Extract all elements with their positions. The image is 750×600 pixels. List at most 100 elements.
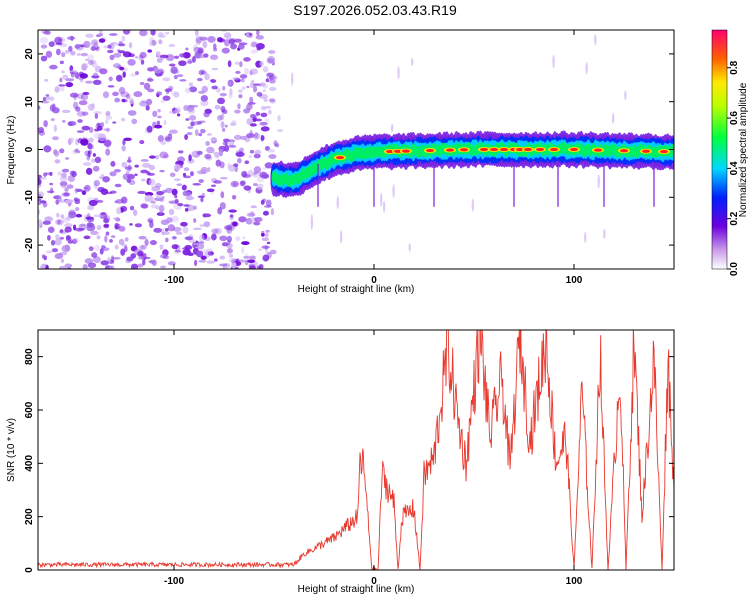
noise-blob — [49, 182, 54, 186]
noise-blob — [57, 171, 63, 176]
noise-blob — [252, 85, 258, 93]
noise-blob — [83, 235, 91, 240]
faint-blob — [380, 192, 383, 207]
noise-blob — [146, 78, 154, 82]
noise-blob — [107, 49, 114, 54]
noise-blob — [119, 205, 128, 212]
noise-blob — [97, 186, 106, 193]
noise-blob — [230, 43, 238, 50]
noise-blob — [219, 263, 228, 267]
noise-blob — [190, 121, 195, 127]
noise-blob — [148, 178, 156, 186]
noise-blob — [193, 218, 197, 223]
noise-blob — [219, 92, 227, 97]
noise-blob — [90, 230, 99, 236]
noise-blob — [93, 256, 101, 263]
noise-blob — [246, 85, 250, 89]
noise-blob — [159, 54, 169, 59]
noise-blob — [265, 229, 270, 233]
noise-blob — [127, 59, 136, 66]
noise-blob — [81, 111, 89, 116]
noise-blob — [108, 76, 113, 82]
noise-blob — [121, 98, 126, 103]
noise-blob — [220, 113, 225, 121]
faint-blob — [471, 198, 475, 212]
noise-blob — [134, 164, 139, 168]
noise-blob — [214, 227, 223, 235]
noise-blob — [50, 240, 56, 246]
noise-blob — [198, 259, 207, 263]
noise-blob — [114, 97, 121, 103]
noise-blob — [141, 203, 149, 209]
faint-blob — [291, 72, 294, 86]
noise-blob — [105, 111, 111, 117]
noise-blob — [94, 156, 102, 164]
noise-blob — [40, 44, 48, 49]
noise-blob — [79, 78, 84, 83]
noise-blob — [164, 135, 173, 143]
noise-blob — [107, 44, 112, 49]
noise-blob — [46, 30, 51, 36]
noise-blob — [198, 234, 205, 242]
noise-blob — [139, 82, 145, 85]
spectrogram-y-tick-label: 10 — [24, 96, 35, 108]
snr-x-tick-label: 0 — [371, 576, 377, 587]
noise-blob — [187, 252, 194, 256]
noise-blob — [125, 94, 131, 100]
noise-blob — [252, 83, 261, 86]
noise-blob — [110, 235, 116, 238]
noise-blob — [46, 190, 55, 194]
noise-blob — [224, 225, 233, 231]
noise-blob — [250, 49, 258, 54]
noise-blob — [115, 74, 123, 82]
noise-blob — [268, 109, 272, 115]
noise-blob — [183, 104, 190, 111]
noise-blob — [261, 237, 269, 242]
noise-blob — [184, 191, 193, 197]
spectrogram-y-axis-label: Frequency (Hz) — [6, 116, 17, 185]
noise-blob — [64, 226, 72, 233]
noise-blob — [58, 265, 67, 269]
noise-blob — [222, 138, 230, 143]
noise-blob — [114, 183, 122, 188]
ridge-core-peak — [642, 149, 650, 153]
noise-blob — [224, 144, 230, 152]
noise-blob — [167, 224, 176, 232]
faint-blob — [603, 228, 606, 239]
noise-blob — [171, 188, 178, 196]
noise-blob — [82, 264, 88, 269]
noise-blob — [76, 53, 82, 56]
noise-blob — [204, 153, 212, 159]
noise-blob — [118, 86, 126, 95]
noise-blob — [224, 32, 232, 39]
noise-blob — [156, 191, 165, 196]
noise-blob — [243, 253, 250, 261]
noise-blob — [149, 259, 155, 265]
noise-blob — [137, 255, 142, 260]
noise-blob — [159, 197, 165, 202]
noise-blob — [62, 173, 67, 177]
noise-blob — [268, 79, 276, 84]
noise-blob — [61, 185, 67, 189]
noise-blob — [243, 108, 251, 114]
noise-blob — [227, 239, 231, 246]
noise-blob — [232, 261, 237, 268]
noise-blob — [40, 55, 48, 62]
noise-blob — [113, 216, 118, 221]
noise-blob — [65, 237, 72, 242]
noise-blob — [221, 109, 228, 115]
noise-blob — [261, 245, 270, 249]
noise-blob — [56, 212, 60, 218]
noise-blob — [235, 258, 240, 264]
noise-blob — [201, 168, 209, 174]
noise-blob — [65, 157, 70, 160]
colorbar-tick-label: 0.4 — [729, 161, 740, 175]
noise-blob — [61, 70, 65, 74]
noise-blob — [75, 213, 83, 218]
ridge-core-peak — [480, 147, 488, 152]
noise-blob — [159, 265, 167, 269]
snr-y-tick-label: 0 — [24, 567, 35, 573]
noise-blob — [262, 210, 269, 216]
noise-blob — [94, 113, 98, 119]
ridge-streak — [557, 163, 559, 207]
